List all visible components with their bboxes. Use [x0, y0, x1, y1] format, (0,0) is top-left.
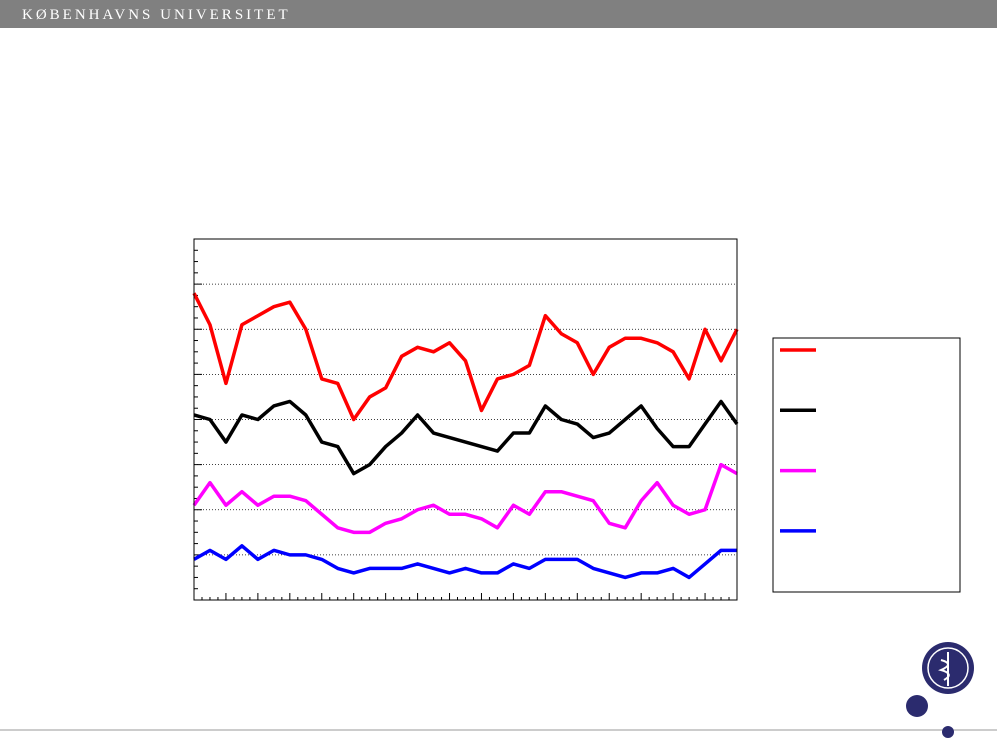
header-title: KØBENHAVNS UNIVERSITET [22, 7, 291, 23]
series-line [192, 462, 738, 535]
logo-symbol [938, 652, 950, 686]
series-line [193, 399, 739, 476]
legend-box [772, 337, 961, 593]
logo [906, 642, 974, 738]
logo-dot [906, 695, 928, 717]
header-bar [0, 0, 997, 28]
plot-frame [193, 238, 738, 601]
logo-seal-ring [927, 647, 969, 689]
series-line [192, 292, 739, 422]
logo-dot [942, 726, 954, 738]
series-line [193, 544, 737, 580]
